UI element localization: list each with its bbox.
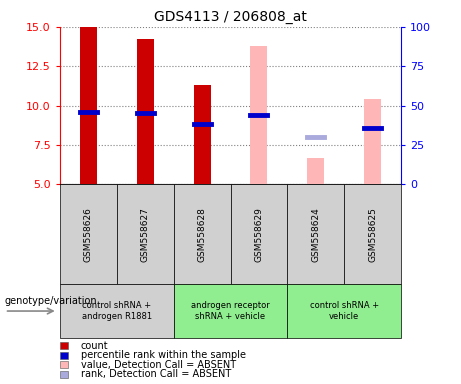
Bar [80, 27, 97, 184]
Text: GSM558629: GSM558629 [254, 207, 263, 262]
Text: count: count [81, 341, 108, 351]
Text: androgen receptor
shRNA + vehicle: androgen receptor shRNA + vehicle [191, 301, 270, 321]
Text: percentile rank within the sample: percentile rank within the sample [81, 350, 246, 360]
Text: GSM558625: GSM558625 [368, 207, 377, 262]
Bar [364, 99, 381, 184]
Title: GDS4113 / 206808_at: GDS4113 / 206808_at [154, 10, 307, 25]
Text: genotype/variation: genotype/variation [5, 296, 97, 306]
Text: GSM558628: GSM558628 [198, 207, 207, 262]
Text: value, Detection Call = ABSENT: value, Detection Call = ABSENT [81, 360, 236, 370]
Bar [250, 46, 267, 184]
Bar [194, 85, 211, 184]
Bar [307, 157, 324, 184]
Text: rank, Detection Call = ABSENT: rank, Detection Call = ABSENT [81, 369, 231, 379]
Text: GSM558626: GSM558626 [84, 207, 93, 262]
Text: control shRNA +
vehicle: control shRNA + vehicle [310, 301, 379, 321]
Text: GSM558624: GSM558624 [311, 207, 320, 262]
Text: GSM558627: GSM558627 [141, 207, 150, 262]
Bar [136, 40, 154, 184]
Text: control shRNA +
androgen R1881: control shRNA + androgen R1881 [82, 301, 152, 321]
